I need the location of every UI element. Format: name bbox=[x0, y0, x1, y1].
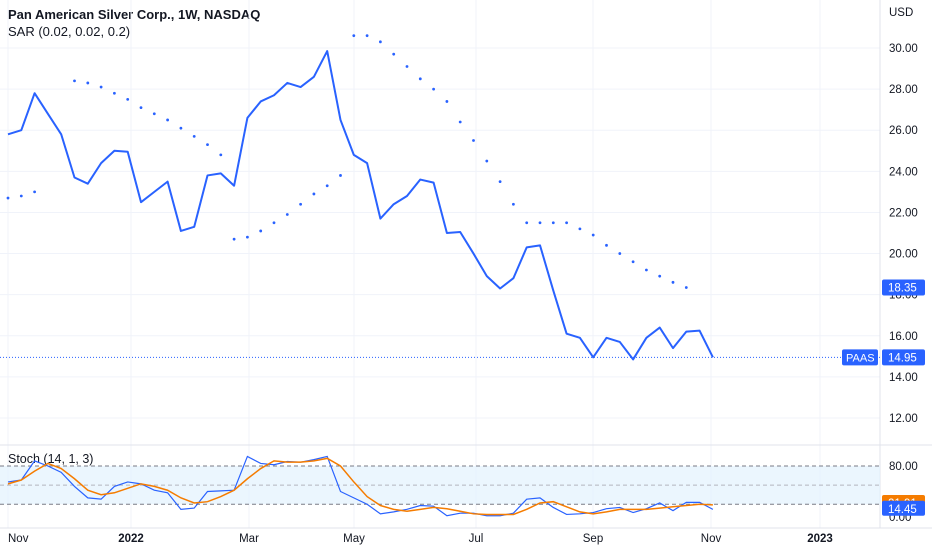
sar-point bbox=[578, 227, 582, 231]
sar-point bbox=[19, 194, 23, 198]
stoch-k-value: 14.45 bbox=[888, 504, 917, 516]
sar-point bbox=[418, 77, 422, 81]
sar-point bbox=[312, 192, 316, 196]
sar-point bbox=[206, 143, 209, 147]
symbol-badge-label: PAAS bbox=[846, 352, 875, 364]
stoch-k-badge bbox=[882, 500, 925, 516]
sar-point bbox=[285, 213, 289, 216]
price-tick-label: 22.00 bbox=[889, 207, 918, 219]
sar-point bbox=[126, 97, 130, 101]
sar-point bbox=[179, 126, 183, 130]
sar-point bbox=[631, 260, 635, 264]
last-price-badge bbox=[882, 349, 925, 366]
sar-point bbox=[166, 118, 170, 122]
chart-header: Pan American Silver Corp., 1W, NASDAQ SA… bbox=[8, 6, 260, 40]
sar-point bbox=[525, 221, 529, 225]
sar-point bbox=[458, 120, 462, 124]
sar-indicator-label: SAR (0.02, 0.02, 0.2) bbox=[8, 24, 131, 39]
time-tick-label: 2022 bbox=[118, 533, 144, 545]
sar-point bbox=[618, 252, 622, 255]
price-tick-label: 24.00 bbox=[889, 166, 918, 178]
sar-point bbox=[405, 65, 409, 68]
sar-point bbox=[352, 34, 356, 38]
time-tick-label: Nov bbox=[8, 533, 29, 545]
last-price-value: 14.95 bbox=[888, 352, 917, 364]
sar-point bbox=[219, 153, 223, 157]
sar-point bbox=[232, 237, 236, 241]
sar-point bbox=[325, 184, 329, 188]
price-tick-label: 14.00 bbox=[889, 372, 918, 384]
stoch-band bbox=[0, 466, 880, 505]
grid-lines bbox=[0, 0, 880, 528]
time-axis: Nov 2022 Mar May Jul Sep Nov 2023 bbox=[8, 533, 833, 545]
time-tick-label: Sep bbox=[583, 533, 603, 545]
time-tick-label: 2023 bbox=[807, 533, 833, 545]
stoch-indicator-label: Stoch (14, 1, 3) bbox=[8, 452, 94, 466]
sar-point bbox=[246, 235, 249, 239]
time-tick-label: Nov bbox=[701, 533, 722, 545]
sar-point bbox=[33, 190, 36, 194]
sar-point bbox=[512, 202, 515, 206]
sar-point bbox=[538, 221, 542, 225]
sar-point bbox=[565, 221, 568, 225]
sar-point bbox=[339, 174, 342, 177]
sar-last-badge bbox=[882, 279, 925, 296]
stoch-d-line bbox=[7, 457, 713, 516]
sar-point bbox=[684, 286, 688, 289]
sar-point bbox=[485, 159, 489, 163]
sar-point bbox=[671, 280, 675, 284]
symbol-badge bbox=[842, 349, 878, 366]
price-tick-label: 28.00 bbox=[889, 84, 918, 96]
price-tick-label: 16.00 bbox=[889, 331, 918, 343]
price-tick-label: 12.00 bbox=[889, 413, 918, 425]
sar-point bbox=[259, 229, 263, 233]
price-tick-label: 20.00 bbox=[889, 249, 918, 261]
sar-point bbox=[152, 112, 156, 116]
sar-series bbox=[6, 34, 688, 289]
price-series-line bbox=[7, 50, 714, 361]
sar-point bbox=[86, 81, 90, 85]
sar-point bbox=[498, 180, 502, 184]
sar-point bbox=[99, 85, 103, 89]
sar-point bbox=[379, 40, 382, 44]
sar-point bbox=[551, 221, 555, 225]
price-tick-label: 30.00 bbox=[889, 43, 918, 55]
sar-last-value: 18.35 bbox=[888, 282, 917, 294]
sar-point bbox=[73, 79, 76, 83]
sar-point bbox=[392, 52, 396, 56]
stoch-k-line bbox=[7, 455, 714, 517]
sar-point bbox=[139, 106, 143, 110]
sar-point bbox=[365, 34, 369, 38]
sar-point bbox=[299, 202, 302, 206]
sar-point bbox=[272, 221, 276, 225]
sar-point bbox=[113, 91, 116, 95]
sar-point bbox=[6, 196, 10, 200]
price-tick-label: 26.00 bbox=[889, 125, 918, 137]
sar-point bbox=[591, 233, 595, 237]
sar-point bbox=[645, 268, 648, 272]
sar-point bbox=[472, 139, 475, 142]
sar-point bbox=[658, 274, 662, 278]
sar-point bbox=[445, 100, 449, 103]
time-tick-label: May bbox=[343, 533, 365, 545]
symbol-title: Pan American Silver Corp., 1W, NASDAQ bbox=[8, 7, 261, 22]
time-tick-label: Jul bbox=[469, 533, 484, 545]
sar-point bbox=[605, 243, 608, 247]
currency-label: USD bbox=[889, 7, 913, 19]
sar-point bbox=[192, 134, 196, 138]
time-tick-label: Mar bbox=[239, 533, 259, 545]
sar-point bbox=[432, 87, 435, 91]
stoch-tick-label: 80.00 bbox=[889, 461, 918, 473]
